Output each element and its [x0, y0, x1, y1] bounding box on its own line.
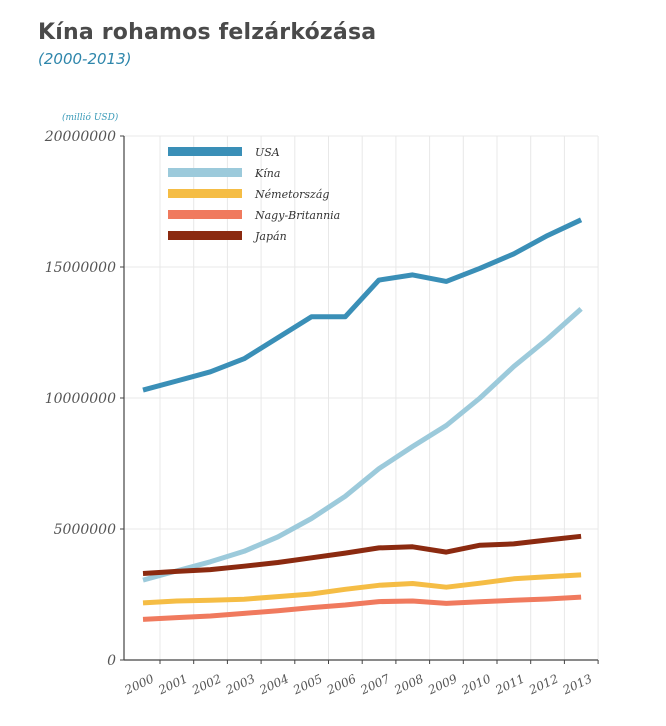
chart-title: Kína rohamos felzárkózása — [38, 20, 377, 45]
x-tick-label: 2005 — [290, 672, 325, 698]
y-tick-label: 5000000 — [54, 522, 116, 538]
y-tick-label: 20000000 — [44, 129, 116, 145]
legend-swatch — [168, 189, 242, 198]
x-tick-label: 2006 — [324, 671, 359, 697]
x-tick-label: 2001 — [155, 672, 190, 698]
series-line — [142, 533, 582, 576]
x-tick-label: 2002 — [189, 672, 224, 698]
axes — [120, 135, 599, 664]
legend-swatch — [168, 168, 242, 177]
legend-label: USA — [255, 146, 280, 159]
legend-label: Németország — [254, 188, 329, 201]
x-tick-label: 2007 — [358, 671, 393, 697]
legend-label: Japán — [253, 230, 287, 243]
y-tick-label: 0 — [107, 653, 116, 669]
y-tick-label: 10000000 — [45, 391, 116, 407]
x-tick-label: 2013 — [560, 671, 595, 697]
series-lines — [142, 217, 583, 622]
y-tick-labels: 0 5000000 10000000 15000000 20000000 — [44, 129, 116, 669]
x-tick-label: 2011 — [492, 672, 527, 698]
grid-lines — [124, 135, 599, 660]
y-tick-label: 15000000 — [45, 260, 116, 276]
legend-label: Nagy-Britannia — [254, 209, 340, 222]
legend-swatch — [168, 231, 242, 240]
legend-label: Kína — [254, 167, 280, 180]
series-line — [142, 594, 582, 622]
series-line — [142, 572, 582, 606]
x-tick-labels: 2000 2001 2002 2003 2004 2005 2006 2007 2008 2009… — [122, 671, 595, 697]
legend-swatch — [168, 147, 242, 156]
x-tick-label: 2010 — [459, 671, 494, 697]
series-line — [142, 307, 583, 583]
chart-subtitle: (2000-2013) — [38, 50, 132, 68]
x-tick-label: 2008 — [391, 671, 426, 697]
x-tick-label: 2009 — [425, 671, 460, 697]
x-tick-label: 2003 — [223, 671, 258, 697]
series-line — [142, 217, 583, 393]
x-tick-label: 2000 — [122, 671, 157, 697]
x-tick-label: 2012 — [526, 672, 561, 698]
x-tick-label: 2004 — [256, 672, 291, 698]
legend: USA Kína Németország Nagy-Britannia Japán — [168, 146, 340, 243]
legend-swatch — [168, 210, 242, 219]
y-unit-label: (millió USD) — [62, 112, 119, 123]
